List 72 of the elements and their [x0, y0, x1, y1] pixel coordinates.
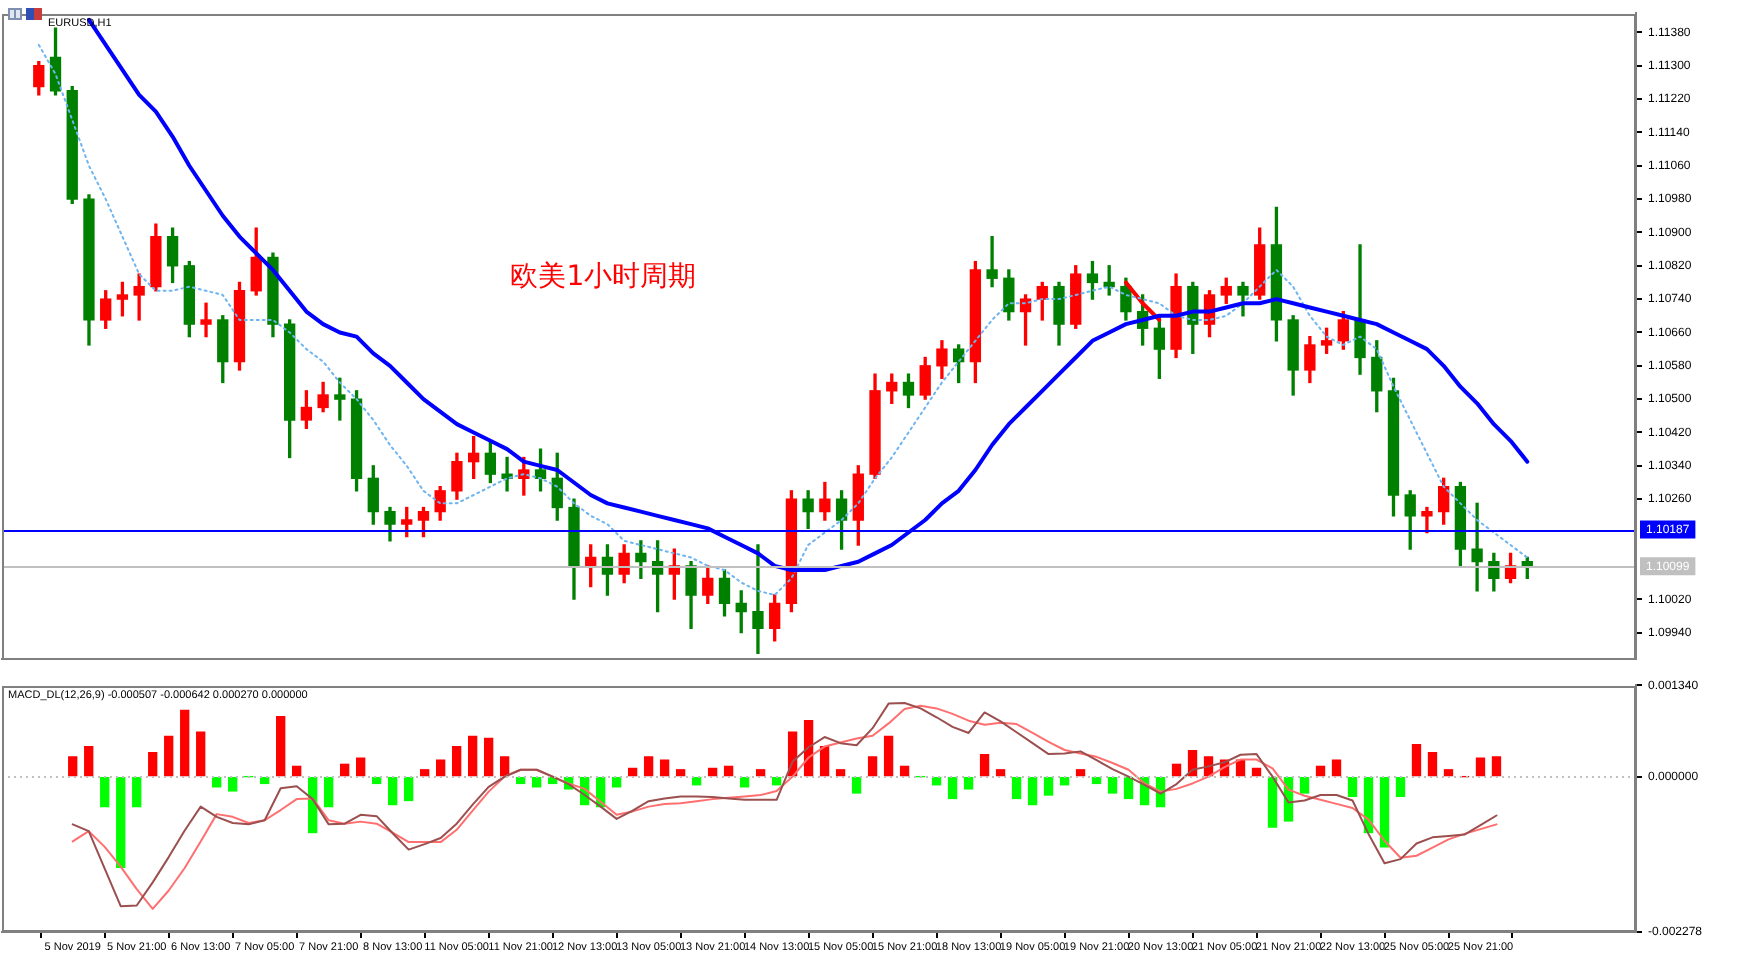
- candlestick: [1471, 502, 1483, 592]
- bar: [483, 737, 494, 777]
- bar: [340, 763, 350, 777]
- bar: [979, 754, 990, 777]
- bar: [611, 776, 622, 788]
- bar: [963, 776, 974, 790]
- bar: [499, 756, 510, 777]
- bar: [659, 759, 670, 777]
- bar: [675, 769, 686, 777]
- bar: [947, 776, 958, 800]
- bar: [899, 765, 910, 777]
- bar: [1027, 776, 1038, 806]
- bar: [196, 731, 206, 777]
- bar: [1299, 776, 1310, 794]
- bar: [84, 745, 94, 777]
- candlestick: [200, 302, 212, 338]
- bar: [467, 735, 478, 777]
- bar: [132, 776, 142, 808]
- bar: [867, 756, 878, 777]
- bar: [68, 756, 78, 777]
- bar: [228, 776, 238, 792]
- bar: [324, 776, 334, 808]
- bar: [531, 776, 542, 788]
- bar: [1123, 776, 1134, 800]
- bar: [436, 759, 446, 777]
- bar: [212, 776, 222, 788]
- bar: [1395, 776, 1406, 798]
- candlestick: [986, 235, 998, 288]
- bar: [276, 715, 286, 777]
- bar: [1075, 769, 1086, 777]
- bar: [1267, 776, 1278, 828]
- bar: [755, 769, 766, 777]
- annotation: 欧美1小时周期: [510, 261, 697, 294]
- bar: [851, 776, 862, 794]
- bar: [1427, 752, 1438, 777]
- bar: [1251, 767, 1262, 777]
- bar: [388, 776, 398, 806]
- bar: [723, 765, 734, 777]
- bar: [883, 735, 894, 777]
- bar: [835, 769, 846, 777]
- bar: [1011, 776, 1022, 800]
- bar: [1171, 763, 1182, 777]
- bar: [1107, 776, 1118, 794]
- bar: [995, 769, 1006, 777]
- bar: [148, 752, 158, 777]
- candlestick: [752, 544, 764, 655]
- bar: [1443, 769, 1454, 777]
- bar: [1347, 776, 1358, 798]
- bar: [739, 776, 750, 788]
- bar: [1411, 743, 1422, 777]
- bar: [643, 756, 654, 777]
- bar: [515, 776, 526, 785]
- candlestick: [133, 273, 145, 321]
- bar: [1379, 776, 1390, 848]
- bar: [1315, 765, 1326, 777]
- bar: [1475, 757, 1486, 777]
- bar: [100, 776, 110, 808]
- bar: [372, 776, 382, 785]
- bar: [292, 765, 302, 777]
- bar: [452, 745, 462, 777]
- bar: [356, 757, 366, 777]
- bar: [180, 709, 190, 777]
- bar: [164, 735, 174, 777]
- bar: [1491, 756, 1502, 777]
- bar: [1043, 776, 1054, 796]
- bar: [116, 776, 126, 868]
- bar: [1331, 759, 1342, 777]
- bar: [1091, 776, 1102, 785]
- bar: [404, 776, 414, 802]
- bar: [627, 767, 638, 777]
- bar: [420, 769, 430, 777]
- bar: [707, 767, 718, 777]
